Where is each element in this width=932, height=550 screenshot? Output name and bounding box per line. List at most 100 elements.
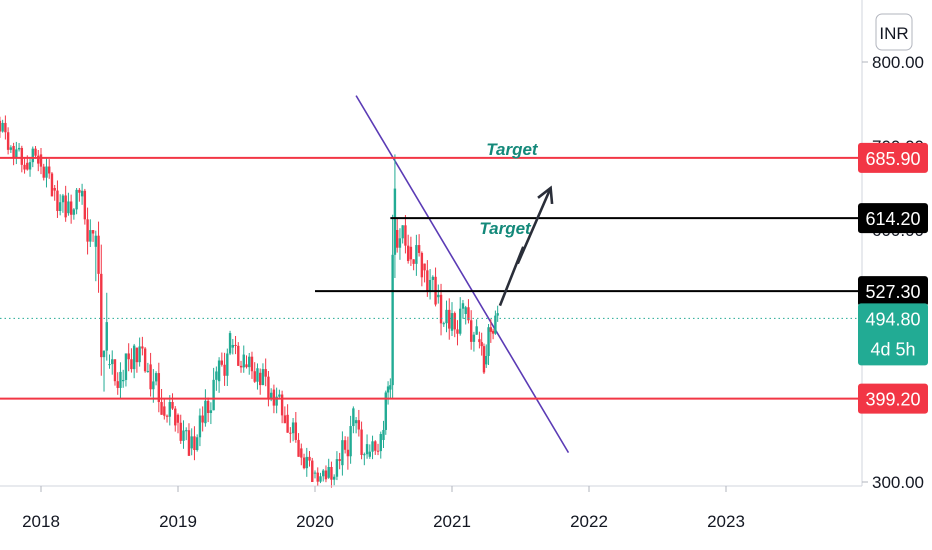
candle: [459, 297, 462, 336]
x-tick-label: 2018: [22, 512, 60, 531]
candle: [116, 372, 119, 395]
candle: [135, 347, 139, 373]
candle: [423, 263, 426, 283]
candle: [1, 119, 4, 133]
candle: [376, 443, 380, 456]
candle: [234, 335, 237, 355]
time-axis[interactable]: 2018 2019 2020 2021 2022 2023: [22, 486, 745, 531]
price-tag-resistance: [858, 142, 928, 173]
candle: [412, 259, 415, 271]
candle: [212, 367, 215, 411]
target-label-upper: Target: [486, 140, 539, 159]
candle: [67, 192, 70, 216]
candle: [58, 194, 62, 216]
candle: [56, 180, 59, 218]
candle: [237, 342, 240, 366]
candle: [217, 357, 221, 393]
candle: [111, 350, 114, 375]
candle: [100, 244, 103, 376]
candle: [420, 251, 424, 287]
candle: [220, 352, 224, 367]
candle: [12, 142, 15, 166]
candle: [472, 331, 476, 352]
candle: [417, 234, 421, 257]
candle: [442, 321, 445, 327]
candle: [102, 350, 106, 392]
candle: [352, 406, 355, 434]
candle: [231, 338, 234, 355]
candle: [494, 310, 497, 335]
x-tick-label: 2023: [707, 512, 745, 531]
candle: [48, 159, 51, 179]
candle: [338, 452, 341, 470]
candle: [286, 404, 289, 433]
trendline[interactable]: [355, 95, 570, 454]
candle: [322, 468, 325, 482]
candle: [360, 421, 363, 460]
candle: [450, 302, 454, 336]
candle: [61, 193, 65, 213]
candle: [9, 145, 13, 153]
candle: [406, 234, 410, 264]
candle: [182, 420, 185, 449]
candle: [168, 395, 171, 426]
candle: [89, 219, 92, 248]
candle: [28, 157, 32, 177]
candle: [305, 447, 308, 477]
candle: [228, 330, 232, 356]
candle: [0, 116, 2, 138]
candle: [391, 214, 394, 398]
candle: [259, 368, 262, 395]
candle: [379, 431, 382, 459]
price-tag-last-price: [858, 303, 928, 366]
candle: [31, 146, 34, 168]
candle: [206, 397, 210, 423]
candle: [171, 393, 174, 410]
candle: [439, 283, 443, 336]
candle: [174, 406, 177, 432]
candle: [242, 345, 245, 373]
x-tick-label: 2020: [296, 512, 334, 531]
candle: [72, 208, 76, 220]
candle: [311, 457, 314, 482]
candle: [190, 428, 193, 456]
candle: [398, 228, 402, 260]
candle: [469, 310, 473, 350]
candle: [332, 474, 336, 486]
candle: [39, 147, 43, 175]
candle: [154, 371, 158, 386]
candle: [261, 363, 265, 386]
candle: [308, 451, 311, 467]
candle: [330, 461, 333, 488]
candle: [239, 360, 243, 373]
candle: [245, 355, 248, 369]
candle: [69, 194, 73, 224]
candle: [160, 389, 163, 415]
projection-arrow[interactable]: [498, 187, 552, 307]
currency-badge[interactable]: INR: [875, 13, 913, 51]
candle: [50, 172, 54, 197]
price-tag-support: [858, 383, 928, 414]
candle: [371, 435, 374, 460]
candle: [431, 275, 435, 292]
candle: [195, 434, 199, 452]
x-tick-label: 2022: [570, 512, 608, 531]
candle: [487, 324, 490, 365]
y-tick-label: 800.00: [872, 53, 924, 72]
candle: [453, 311, 456, 338]
candle: [365, 434, 369, 459]
candle: [491, 328, 495, 340]
trendline-layer: [355, 95, 570, 454]
candle: [138, 337, 141, 367]
candle: [124, 353, 128, 387]
candle: [94, 230, 97, 282]
price-tag-label: 399.20: [865, 390, 920, 410]
candle: [357, 409, 361, 437]
candle: [289, 427, 292, 443]
candle: [428, 269, 432, 300]
candle: [226, 348, 229, 387]
price-tag-target: [858, 203, 928, 234]
